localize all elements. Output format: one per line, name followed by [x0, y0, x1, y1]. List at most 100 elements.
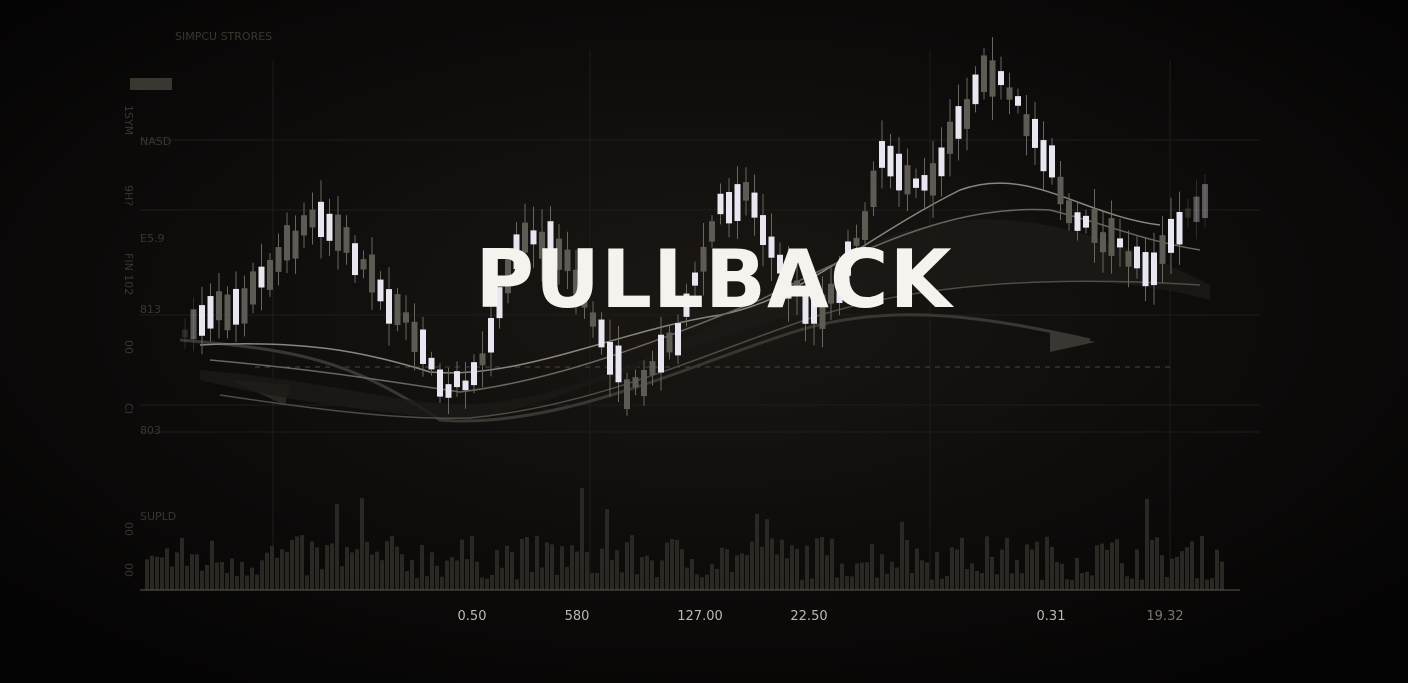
volume-bar: [435, 565, 439, 590]
grid: [140, 50, 1260, 590]
volume-bar: [535, 535, 539, 590]
candles: [182, 37, 1208, 416]
volume-bar: [265, 552, 269, 590]
volume-bar: [170, 566, 174, 590]
candle-body: [1066, 200, 1072, 224]
volume-bar: [575, 551, 579, 590]
candle-body: [377, 279, 384, 302]
candle-body: [411, 321, 418, 353]
volume-bar: [530, 571, 534, 590]
candle-body: [241, 288, 248, 324]
volume-bar: [945, 576, 949, 590]
volume-bar: [820, 537, 824, 590]
candle-body: [564, 249, 571, 272]
volume-bar: [600, 548, 604, 590]
volume-bar: [285, 551, 289, 590]
volume-bar: [1085, 571, 1089, 590]
inner-label: SUPLD: [140, 510, 176, 523]
volume-bar: [320, 569, 324, 590]
volume-bar: [1220, 561, 1224, 590]
volume-bar: [620, 572, 624, 590]
volume-bar: [150, 555, 154, 590]
candle-body: [190, 309, 197, 340]
volume-bar: [665, 542, 669, 590]
volume-bar: [1125, 576, 1129, 590]
candle-body: [1185, 208, 1191, 218]
volume-bar: [465, 559, 469, 590]
candle-body: [275, 247, 282, 272]
candle-body: [309, 209, 316, 228]
candle-body: [607, 341, 613, 375]
volume-bar: [450, 557, 454, 590]
volume-bar: [330, 543, 334, 590]
volume-bar: [230, 558, 234, 590]
volume-bar: [405, 571, 409, 590]
title: PULLBACK: [475, 233, 954, 326]
volume-bar: [495, 550, 499, 590]
volume-bar: [545, 542, 549, 590]
volume-bar: [790, 545, 794, 590]
candle-body: [369, 254, 375, 293]
volume-bar: [905, 540, 909, 590]
volume-bar: [1070, 579, 1074, 590]
inner-label: 803: [140, 424, 161, 437]
volume-bar: [225, 573, 229, 590]
volume-bar: [235, 575, 239, 590]
x-label: 0.50: [458, 609, 487, 624]
shaded-band: [200, 219, 1210, 420]
volume-bar: [190, 554, 194, 590]
volume-bar: [440, 576, 444, 590]
volume-bar: [500, 567, 504, 590]
candle-body: [887, 145, 894, 177]
candle-body: [1117, 238, 1123, 248]
candle-body: [777, 254, 783, 274]
volume-bar: [1130, 578, 1134, 590]
candle-body: [794, 280, 800, 295]
arrow-head: [1050, 330, 1095, 352]
volume-bar: [995, 574, 999, 590]
volume-bar: [1095, 545, 1099, 590]
volume-bar: [355, 549, 359, 590]
left-label: 00: [122, 340, 135, 354]
volume-bar: [870, 543, 874, 590]
left-label: 1SYM: [122, 105, 135, 135]
volume-bar: [710, 563, 714, 590]
volume-bar: [800, 579, 804, 590]
volume-bar: [975, 570, 979, 590]
volume-bar: [195, 554, 199, 590]
moving-averages: [199, 182, 1201, 419]
candle-body: [904, 165, 911, 195]
candle-body: [199, 305, 205, 336]
candle-body: [819, 294, 826, 329]
volume-bar: [165, 548, 169, 590]
volume-bar: [220, 562, 224, 590]
volume-bar: [1025, 544, 1029, 590]
candle-body: [675, 323, 681, 356]
candle-body: [1049, 145, 1055, 178]
candle-body: [394, 294, 401, 325]
volume-bar: [755, 513, 759, 590]
volume-bar: [1170, 558, 1174, 590]
volume-bar: [585, 552, 589, 590]
volume-bar: [205, 564, 209, 590]
candle-body: [683, 293, 690, 317]
volume-bar: [400, 554, 404, 590]
volume-bar: [1045, 536, 1049, 590]
candle-body: [615, 345, 622, 383]
volume-bar: [475, 561, 479, 590]
volume-bar: [1165, 576, 1169, 590]
volume-bar: [270, 546, 274, 590]
volume-bar: [595, 572, 599, 590]
volume-bar: [210, 540, 214, 590]
candle-body: [1032, 118, 1038, 148]
candle-body: [947, 121, 953, 154]
volume-bar: [1055, 561, 1059, 590]
candle-body: [250, 271, 256, 305]
volume-bar: [1190, 541, 1194, 590]
candle-body: [539, 231, 545, 259]
candle-body: [700, 246, 707, 272]
candle-body: [581, 277, 588, 308]
volume-bar: [145, 559, 149, 590]
volume-bar: [985, 536, 989, 590]
